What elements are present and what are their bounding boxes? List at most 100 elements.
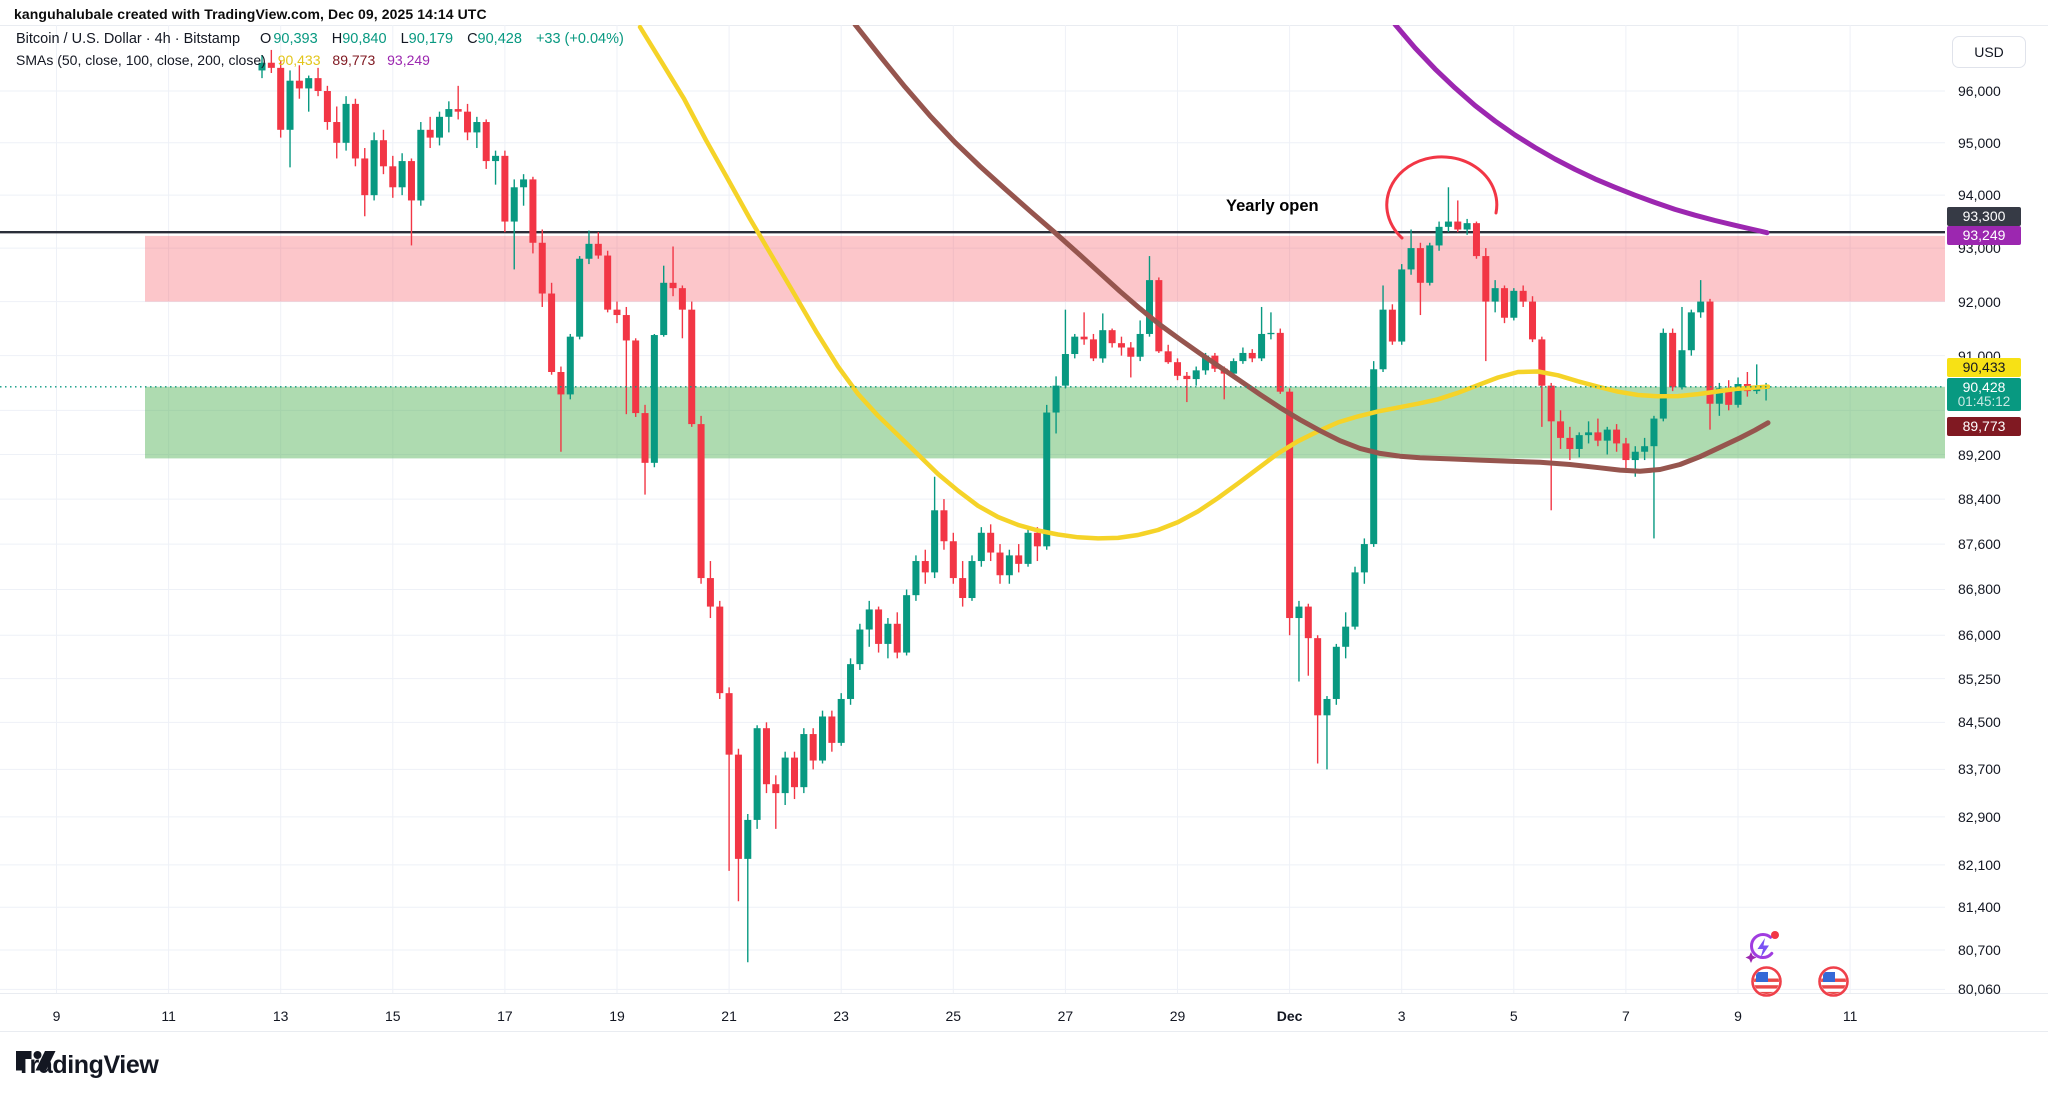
sma100-line: [852, 25, 1771, 474]
candle-body: [837, 698, 845, 743]
candle-body: [1370, 369, 1378, 545]
candle-body: [1267, 332, 1275, 335]
sma-indicator-title[interactable]: SMAs (50, close, 100, close, 200, close): [16, 52, 266, 68]
time-tick-label: 15: [385, 1008, 401, 1024]
candle-body: [762, 728, 770, 785]
high-label: H: [331, 31, 343, 47]
candle-body: [1454, 221, 1462, 230]
candle-body: [1538, 339, 1546, 386]
candle-body: [529, 179, 537, 243]
candle-body: [977, 532, 985, 562]
price-tick-label: 85,250: [1958, 670, 2001, 687]
candle-body: [1631, 451, 1639, 461]
candle-body: [1585, 432, 1593, 436]
rejection-arc-annotation: [1385, 155, 1499, 240]
candle-body: [1043, 412, 1051, 547]
price-tag: 93,249: [1947, 226, 2021, 245]
sma200-line: [1392, 25, 1770, 236]
candle-body: [660, 282, 668, 336]
candle-body: [1295, 606, 1303, 619]
price-tag: 90,433: [1947, 358, 2021, 377]
candle-body: [1687, 312, 1695, 351]
candle-body: [1379, 309, 1387, 370]
tradingview-logo[interactable]: TradingView: [16, 1051, 159, 1080]
candle-body: [333, 122, 341, 143]
candle-body: [604, 255, 612, 310]
candle-body: [501, 155, 509, 222]
candle-body: [1435, 226, 1443, 246]
candle-body: [566, 336, 574, 395]
candle-body: [1557, 421, 1565, 438]
candle-body: [520, 179, 528, 188]
time-tick-label: 11: [1842, 1008, 1858, 1024]
candle-body: [1669, 332, 1677, 388]
candle-body: [772, 784, 780, 794]
price-tick-label: 81,400: [1958, 899, 2001, 916]
candle-body: [1547, 385, 1555, 422]
attribution-text: kanguhalubale created with TradingView.c…: [14, 6, 487, 22]
candle-body: [323, 91, 331, 123]
price-tick-label: 88,400: [1958, 491, 2001, 508]
price-tick-label: 84,500: [1958, 714, 2001, 731]
candle-body: [1715, 388, 1723, 404]
candle-body: [996, 552, 1004, 576]
time-tick-label: 17: [497, 1008, 513, 1024]
candle-body: [912, 561, 920, 596]
candle-body: [856, 629, 864, 665]
candle-body: [865, 609, 873, 630]
candle-body: [277, 67, 285, 130]
candle-body: [1323, 698, 1331, 716]
candle-body: [258, 62, 266, 71]
candle-body: [1314, 638, 1322, 716]
time-tick-label: 3: [1397, 1008, 1406, 1024]
candle-body: [1080, 336, 1088, 340]
candle-body: [1230, 361, 1238, 374]
candle-body: [800, 734, 808, 788]
candle-body: [1145, 280, 1153, 334]
candle-body: [940, 510, 948, 542]
time-tick-label: 9: [52, 1008, 61, 1024]
close-value: 90,428: [477, 31, 522, 47]
candle-body: [435, 116, 443, 138]
candle-body: [1500, 288, 1508, 318]
candle-body: [921, 561, 929, 573]
candle-body: [931, 510, 939, 573]
candle-body: [1519, 290, 1527, 302]
price-tick-label: 96,000: [1958, 83, 2001, 99]
close-label: C: [467, 31, 478, 47]
candle-body: [1529, 301, 1537, 340]
yearly-open-annotation[interactable]: Yearly open: [1226, 197, 1319, 215]
candle-body: [819, 716, 827, 761]
candle-body: [1015, 555, 1023, 564]
candle-body: [1510, 290, 1518, 318]
price-tick-label: 80,700: [1958, 942, 2001, 958]
candle-body: [669, 282, 677, 289]
currency-toggle-button[interactable]: USD: [1952, 36, 2026, 68]
candle-body: [351, 103, 359, 159]
candle-body: [697, 424, 705, 579]
candle-body: [884, 623, 892, 644]
price-tick-label: 80,060: [1958, 981, 2001, 998]
candle-body: [417, 129, 425, 201]
candle-body: [949, 541, 957, 579]
candle-body: [342, 103, 350, 143]
candle-body: [1575, 435, 1583, 449]
candle-body: [1650, 418, 1658, 447]
sma50-line: [637, 25, 1771, 541]
candle-body: [1024, 532, 1032, 564]
time-tick-label: Dec: [1276, 1008, 1303, 1024]
candle-body: [1033, 532, 1041, 547]
candle-body: [1444, 221, 1452, 227]
sma-legend-row: SMAs (50, close, 100, close, 200, close)…: [16, 51, 634, 70]
candle-body: [706, 578, 714, 607]
candle-body: [314, 78, 322, 91]
time-tick-label: 11: [161, 1008, 176, 1024]
candle-body: [1108, 330, 1116, 344]
time-tick-label: 7: [1621, 1008, 1630, 1024]
candle-body: [987, 532, 995, 553]
candle-body: [407, 161, 415, 201]
high-value: 90,840: [342, 31, 387, 47]
symbol-title[interactable]: Bitcoin / U.S. Dollar · 4h · Bitstamp: [16, 31, 241, 47]
